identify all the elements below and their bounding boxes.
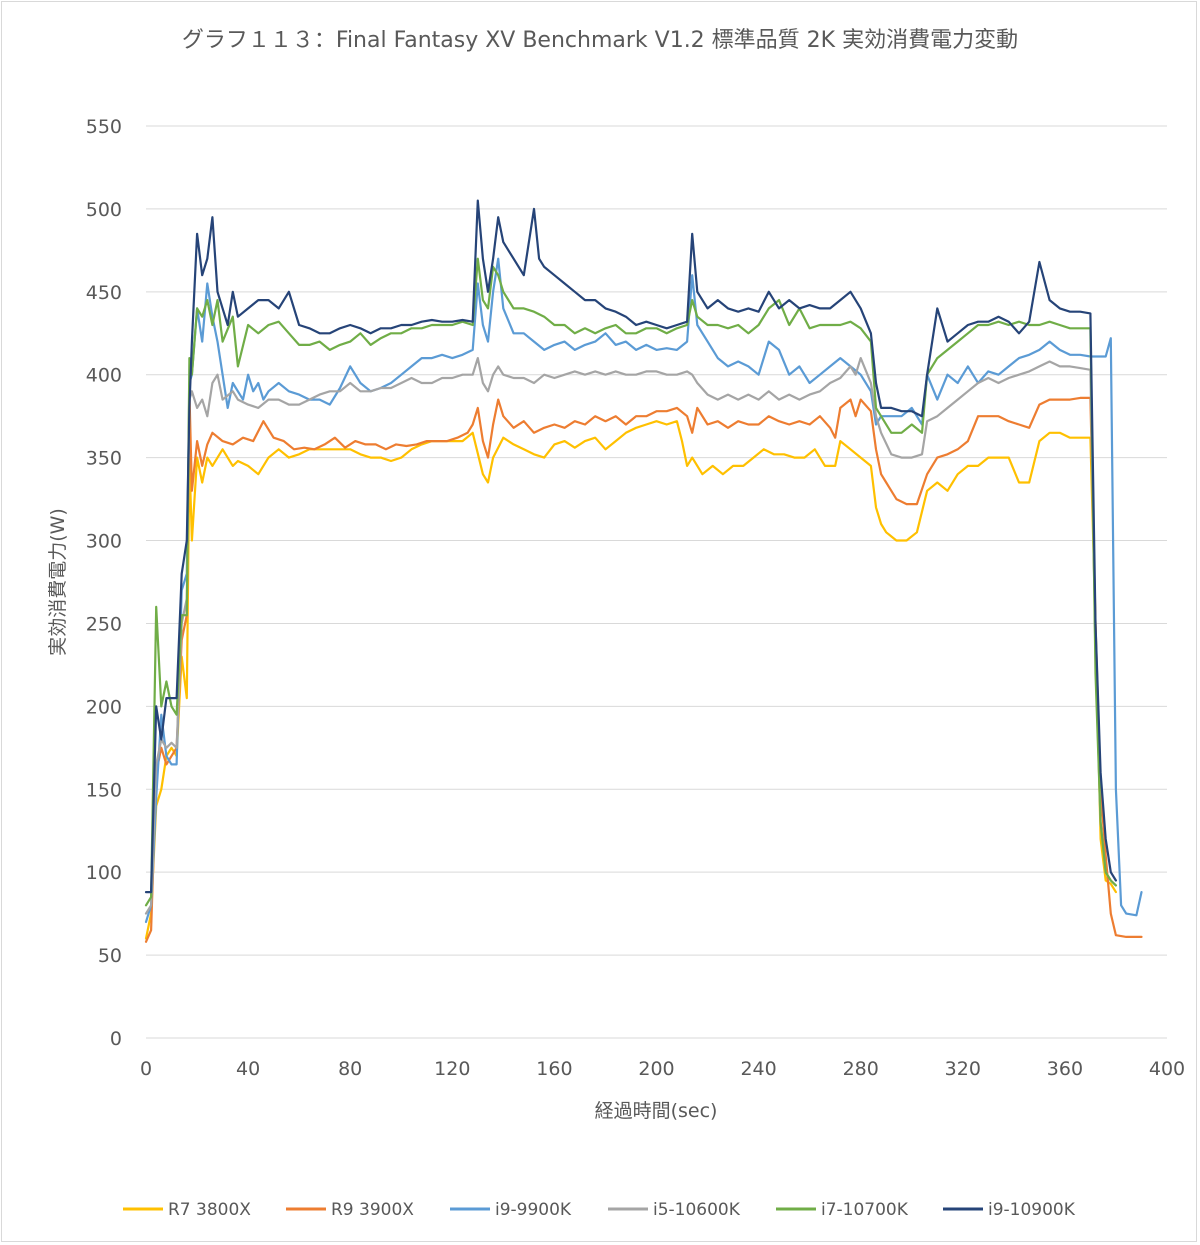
y-tick-label: 200 (86, 696, 122, 718)
x-tick-label: 320 (945, 1058, 981, 1080)
y-tick-label: 350 (86, 448, 122, 470)
x-tick-label: 240 (740, 1058, 776, 1080)
x-tick-label: 0 (140, 1058, 152, 1080)
x-tick-label: 120 (434, 1058, 470, 1080)
gridlines (146, 125, 1167, 1039)
y-tick-label: 250 (86, 613, 122, 635)
x-tick-label: 80 (338, 1058, 362, 1080)
x-tick-label: 40 (236, 1058, 260, 1080)
legend: R7 3800X R9 3900X i9-9900K i5-10600K i7-1070… (123, 1200, 1076, 1220)
legend-item: i5-10600K (608, 1200, 741, 1220)
series-line-i7-10700k (144, 257, 1117, 907)
series-line-i9-10900k (144, 199, 1117, 894)
y-tick-label: 500 (86, 199, 122, 221)
legend-label: R7 3800X (168, 1200, 251, 1220)
x-axis-ticks: 0 40 80 120 160 200 240 280 320 360 400 (140, 1058, 1185, 1080)
legend-label: i9-9900K (495, 1200, 572, 1220)
legend-item: R9 3900X (286, 1200, 414, 1220)
x-tick-label: 280 (843, 1058, 879, 1080)
y-tick-label: 300 (86, 531, 122, 553)
series-lines (144, 199, 1143, 943)
series-line-r7-3800x (144, 420, 1117, 940)
legend-label: i5-10600K (653, 1200, 741, 1220)
y-tick-label: 0 (110, 1028, 122, 1050)
series-line-r9-3900x (144, 390, 1143, 943)
legend-label: i9-10900K (988, 1200, 1076, 1220)
legend-item: i9-10900K (943, 1200, 1076, 1220)
x-tick-label: 400 (1149, 1058, 1185, 1080)
x-axis-label: 経過時間(sec) (595, 1100, 718, 1122)
y-axis-ticks: 0 50 100 150 200 250 300 350 400 450 500 550 (86, 116, 122, 1050)
series-line-i9-9900k (144, 257, 1143, 923)
y-tick-label: 550 (86, 116, 122, 138)
legend-item: i7-10700K (776, 1200, 909, 1220)
series-line-i5-10600k (144, 357, 1117, 915)
legend-item: i9-9900K (450, 1200, 572, 1220)
y-tick-label: 400 (86, 365, 122, 387)
legend-label: R9 3900X (331, 1200, 414, 1220)
x-tick-label: 360 (1047, 1058, 1083, 1080)
y-tick-label: 100 (86, 862, 122, 884)
chart-title: グラフ１１３：Final Fantasy XV Benchmark V1.2 標… (182, 28, 1018, 53)
y-tick-label: 150 (86, 779, 122, 801)
legend-item: R7 3800X (123, 1200, 251, 1220)
y-axis-label: 実効消費電力(W) (47, 508, 69, 656)
y-tick-label: 450 (86, 282, 122, 304)
x-tick-label: 160 (536, 1058, 572, 1080)
y-tick-label: 50 (98, 945, 122, 967)
legend-label: i7-10700K (821, 1200, 909, 1220)
x-tick-label: 200 (638, 1058, 674, 1080)
